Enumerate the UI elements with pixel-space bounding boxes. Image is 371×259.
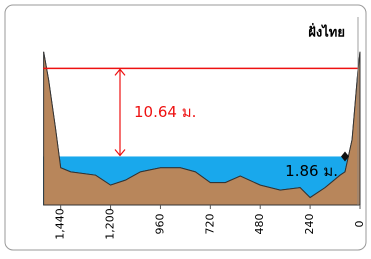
x-tick-label: 960 [153, 214, 166, 235]
bank-label: ฝั่งไทย [308, 23, 345, 41]
x-tick-label: 240 [303, 214, 316, 235]
x-tick-label: 1,440 [54, 208, 67, 240]
x-tick-label: 1,200 [104, 208, 117, 240]
x-tick-label: 0 [353, 221, 366, 228]
x-tick-label: 720 [203, 214, 216, 235]
water-label: 1.86 ม. [285, 162, 338, 180]
x-tick-label: 480 [253, 214, 266, 235]
freeboard-label: 10.64 ม. [134, 103, 196, 121]
chart: 10.64 ม. 1.86 ม. 1,440 1,200 960 720 480 240 0 ฝ… [0, 0, 371, 255]
